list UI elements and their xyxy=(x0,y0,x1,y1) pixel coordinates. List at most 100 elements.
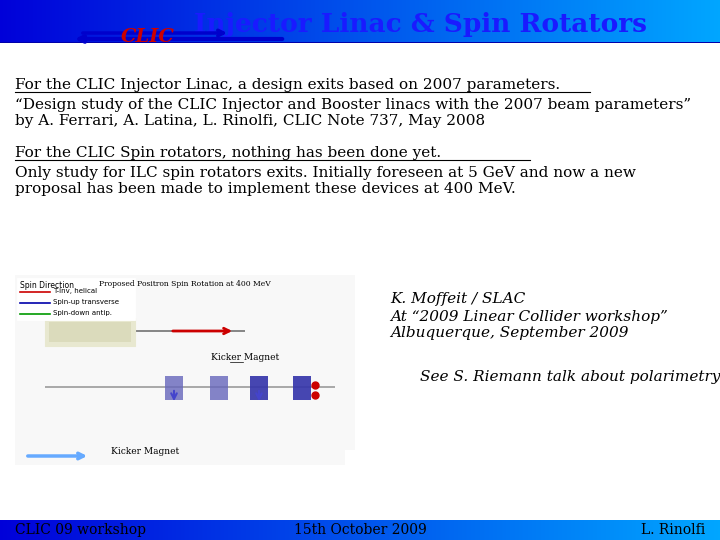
Bar xyxy=(717,520,718,540)
Bar xyxy=(205,0,206,42)
Bar xyxy=(366,520,367,540)
Bar xyxy=(149,520,150,540)
Bar xyxy=(441,0,442,42)
Bar xyxy=(208,520,209,540)
Bar xyxy=(665,520,666,540)
Bar xyxy=(486,520,487,540)
Bar xyxy=(72,0,73,42)
Bar xyxy=(508,520,509,540)
Bar xyxy=(563,520,564,540)
Bar xyxy=(154,520,155,540)
Bar xyxy=(696,0,697,42)
Bar xyxy=(589,520,590,540)
Bar xyxy=(365,520,366,540)
Bar xyxy=(43,0,44,42)
Bar xyxy=(380,520,381,540)
Bar xyxy=(557,520,558,540)
Bar xyxy=(391,0,392,42)
Bar xyxy=(129,520,130,540)
Bar xyxy=(506,0,507,42)
Bar xyxy=(200,0,201,42)
Bar xyxy=(542,0,543,42)
Bar xyxy=(138,520,139,540)
Bar xyxy=(121,0,122,42)
Bar xyxy=(623,520,624,540)
Bar xyxy=(598,520,599,540)
Bar xyxy=(62,520,63,540)
Bar xyxy=(350,520,351,540)
Bar xyxy=(516,520,517,540)
Bar xyxy=(124,520,125,540)
Bar xyxy=(254,520,255,540)
Bar xyxy=(440,520,441,540)
Bar xyxy=(374,0,375,42)
Bar xyxy=(182,520,183,540)
Bar xyxy=(192,520,193,540)
Bar xyxy=(537,0,538,42)
Bar xyxy=(191,520,192,540)
Bar xyxy=(432,0,433,42)
Bar xyxy=(513,520,514,540)
Bar xyxy=(147,520,148,540)
Bar xyxy=(136,0,137,42)
Bar xyxy=(629,520,630,540)
Bar xyxy=(448,0,449,42)
Bar xyxy=(199,0,200,42)
Bar xyxy=(209,0,210,42)
Bar xyxy=(507,520,508,540)
Bar xyxy=(345,0,346,42)
Bar xyxy=(407,520,408,540)
Bar xyxy=(616,0,617,42)
Bar xyxy=(299,520,300,540)
Bar xyxy=(338,0,339,42)
Bar xyxy=(101,520,102,540)
Bar xyxy=(582,520,583,540)
Bar xyxy=(401,0,402,42)
Bar xyxy=(45,520,46,540)
Bar xyxy=(140,520,141,540)
Bar xyxy=(585,520,586,540)
Bar xyxy=(135,0,136,42)
Bar xyxy=(261,0,262,42)
Bar xyxy=(604,0,605,42)
Bar xyxy=(79,0,80,42)
Bar xyxy=(86,0,87,42)
Bar xyxy=(619,520,620,540)
Bar xyxy=(28,0,29,42)
Bar xyxy=(99,0,100,42)
Bar xyxy=(303,0,304,42)
Bar xyxy=(135,520,136,540)
Bar xyxy=(608,520,609,540)
Bar xyxy=(48,0,49,42)
Bar xyxy=(63,0,64,42)
Bar xyxy=(53,0,54,42)
Bar xyxy=(668,0,669,42)
Bar xyxy=(511,520,512,540)
Bar xyxy=(650,0,651,42)
Bar xyxy=(322,520,323,540)
Bar xyxy=(494,520,495,540)
Bar xyxy=(662,520,663,540)
Bar xyxy=(584,0,585,42)
Bar xyxy=(230,520,231,540)
Bar xyxy=(324,520,325,540)
Text: Albuquerque, September 2009: Albuquerque, September 2009 xyxy=(390,326,629,340)
Bar xyxy=(465,0,466,42)
Bar xyxy=(96,520,97,540)
Bar xyxy=(687,0,688,42)
Bar xyxy=(665,0,666,42)
Bar xyxy=(485,0,486,42)
Bar xyxy=(404,0,405,42)
Bar xyxy=(369,0,370,42)
Bar xyxy=(707,0,708,42)
Bar xyxy=(699,0,700,42)
Bar xyxy=(675,0,676,42)
Bar xyxy=(716,0,717,42)
Bar xyxy=(266,0,267,42)
Bar xyxy=(83,520,84,540)
Bar xyxy=(166,520,167,540)
Bar xyxy=(494,0,495,42)
Bar xyxy=(680,520,681,540)
Bar xyxy=(81,0,82,42)
Bar xyxy=(287,520,288,540)
